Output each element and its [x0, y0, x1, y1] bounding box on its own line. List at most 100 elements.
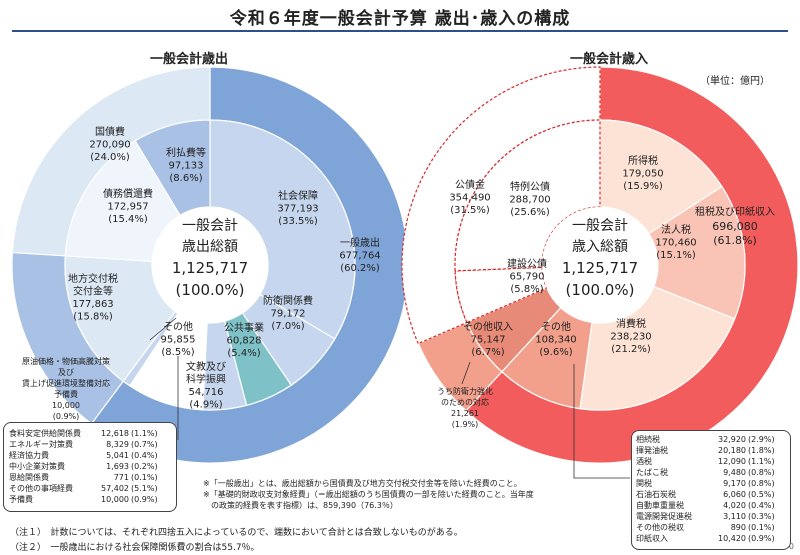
- small-note: ※「一般歳出」とは、歳出総額から国債費及び地方交付税交付金等を除いた経費のこと。: [203, 479, 522, 488]
- revenue-breakdown-value: 32,920: [718, 435, 746, 444]
- expenditure-label-public-works: 公共事業 60,828 (5.4%): [224, 321, 264, 359]
- note-line: 及び: [58, 368, 74, 377]
- revenue-breakdown-name: 電源開発促進税: [636, 512, 692, 521]
- note-line: のための対応: [441, 398, 489, 407]
- small-note: ※「基礎的財政収支対象経費」（＝歳出総額のうち国債費の一部を除いた経費のこと。当…: [203, 490, 534, 499]
- expenditure-breakdown-value: 12,618: [101, 429, 129, 438]
- revenue-center-pct: (100.0%): [566, 281, 635, 299]
- revenue-label-misc-income: その他収入 75,147 (6.7%): [463, 320, 513, 358]
- revenue-breakdown-pct: (0.5%): [748, 490, 775, 499]
- expenditure-breakdown-value: 8,329: [106, 440, 129, 449]
- reserve-note: 原油価格・物価高騰対策 及び賃上げ促進環境整備対応 予備費 10,000 (0.9%): [6, 356, 126, 422]
- expenditure-breakdown-value: 771: [113, 473, 129, 482]
- revenue-breakdown-pct: (0.9%): [748, 534, 775, 543]
- revenue-breakdown-pct: (1.8%): [748, 446, 775, 455]
- expenditure-breakdown-pct: (0.9%): [131, 495, 158, 504]
- expenditure-breakdown-name: 中小企業対策費: [9, 462, 65, 471]
- note-line: 10,000: [52, 401, 80, 410]
- title-rule: [12, 30, 788, 32]
- revenue-center-line1: 一般会計: [572, 218, 628, 234]
- revenue-label-bonds: 公債金 354,490 (31.5%): [449, 178, 490, 216]
- expenditure-breakdown-name: エネルギー対策費: [9, 440, 73, 449]
- revenue-inner-slice-7: [454, 119, 601, 272]
- expenditure-breakdown-pct: (5.1%): [131, 484, 158, 493]
- revenue-breakdown-pct: (0.8%): [748, 479, 775, 488]
- revenue-breakdown-row: その他の税収 890 (0.1%): [636, 522, 786, 533]
- expenditure-breakdown-value: 57,402: [101, 484, 129, 493]
- expenditure-breakdown-row: 食料安定供給関係費 12,618 (1.1%): [9, 428, 172, 439]
- revenue-breakdown-row: 揮発油税 20,180 (1.8%): [636, 445, 786, 456]
- footnote-1: （注１） 計数については、それぞれ四捨五入によっているので、端数において合計とは…: [10, 528, 463, 538]
- revenue-breakdown-value: 890: [730, 523, 746, 532]
- expenditure-label-debt: 国債費 270,090 (24.0%): [89, 125, 130, 163]
- expenditure-title: 一般会計歳出: [150, 52, 229, 67]
- note-line: 賃上げ促進環境整備対応: [22, 379, 110, 388]
- expenditure-breakdown-pct: (0.4%): [131, 451, 158, 460]
- expenditure-breakdown-value: 1,693: [106, 462, 129, 471]
- revenue-label-tax-title: 租税及び印紙収入: [695, 205, 775, 218]
- revenue-breakdown-pct: (0.1%): [748, 523, 775, 532]
- note-line: (1.9%): [451, 420, 479, 429]
- revenue-breakdown-row: 自動車重量税 4,020 (0.4%): [636, 500, 786, 511]
- expenditure-label-local-tax: 地方交付税交付金等 177,863 (15.8%): [68, 272, 118, 323]
- note-line: 予備費: [54, 390, 78, 399]
- revenue-breakdown-value: 6,060: [723, 490, 746, 499]
- revenue-breakdown-name: 石油石炭税: [636, 490, 676, 499]
- expenditure-breakdown-box: 食料安定供給関係費 12,618 (1.1%) エネルギー対策費 8,329 (0.7%)…: [3, 422, 177, 512]
- expenditure-breakdown-pct: (0.2%): [131, 462, 158, 471]
- revenue-defense-leader: [461, 361, 471, 385]
- revenue-breakdown-value: 9,480: [723, 468, 746, 477]
- expenditure-breakdown-name: 経済協力費: [9, 451, 49, 460]
- expenditure-breakdown-name: その他の事項経費: [9, 484, 73, 493]
- page-title: 令和６年度一般会計予算 歳出･歳入の構成: [229, 9, 571, 29]
- note-line: 原油価格・物価高騰対策: [22, 357, 110, 366]
- expenditure-label-other: その他 95,855 (8.5%): [161, 320, 196, 358]
- expenditure-center-line1: 一般会計: [182, 218, 238, 234]
- unit-label: （単位：億円）: [700, 76, 770, 87]
- revenue-label-tax: 696,080 (61.8%): [712, 220, 758, 247]
- revenue-breakdown-value: 3,110: [723, 512, 746, 521]
- expenditure-label-social: 社会保障 377,193 (33.5%): [277, 189, 318, 227]
- expenditure-label-redemption: 債務償還費 172,957 (15.4%): [103, 187, 153, 225]
- expenditure-reserve-leader: [149, 317, 177, 341]
- revenue-breakdown-pct: (0.3%): [748, 512, 775, 521]
- expenditure-center-value: 1,125,717: [172, 259, 248, 277]
- revenue-breakdown-value: 20,180: [718, 446, 746, 455]
- defense-note: うち防衛力強化 のための対応 21,261 (1.9%): [424, 386, 506, 430]
- expenditure-label-general: 一般歳出 677,764 (60.2%): [339, 236, 380, 274]
- note-line: 21,261: [451, 409, 479, 418]
- footnote-2: （注２） 一般歳出における社会保障関係費の割合は55.7％。: [10, 543, 260, 553]
- expenditure-breakdown-row: 経済協力費 5,041 (0.4%): [9, 450, 172, 461]
- revenue-breakdown-name: 関税: [636, 479, 652, 488]
- revenue-breakdown-value: 10,420: [718, 534, 746, 543]
- expenditure-center-line2: 歳出総額: [182, 239, 238, 255]
- expenditure-breakdown-value: 10,000: [101, 495, 129, 504]
- expenditure-center: [152, 207, 268, 323]
- revenue-breakdown-pct: (1.1%): [748, 457, 775, 466]
- page-number: 0: [788, 542, 794, 551]
- revenue-label-corporate-tax: 法人税 170,460 (15.1%): [655, 223, 696, 261]
- revenue-breakdown-pct: (0.4%): [748, 501, 775, 510]
- expenditure-breakdown-pct: (0.7%): [131, 440, 158, 449]
- expenditure-breakdown-row: 予備費 10,000 (0.9%): [9, 494, 172, 505]
- revenue-breakdown-name: その他の税収: [636, 523, 684, 532]
- expenditure-breakdown-name: 恩給関係費: [9, 473, 49, 482]
- revenue-breakdown-box: 相続税 32,920 (2.9%) 揮発油税 20,180 (1.8%) 酒税 12,090(…: [631, 430, 791, 550]
- revenue-label-deficit-bonds: 特例公債 288,700 (25.6%): [509, 180, 550, 218]
- note-line: (0.9%): [52, 412, 80, 421]
- revenue-breakdown-row: 印紙収入 10,420 (0.9%): [636, 533, 786, 544]
- expenditure-center-pct: (100.0%): [176, 281, 245, 299]
- revenue-breakdown-name: 相続税: [636, 435, 660, 444]
- expenditure-label-interest: 利払費等 97,133 (8.6%): [166, 146, 206, 184]
- note-line: うち防衛力強化: [437, 387, 493, 396]
- expenditure-breakdown-row: 中小企業対策費 1,693 (0.2%): [9, 461, 172, 472]
- revenue-breakdown-name: たばこ税: [636, 468, 668, 477]
- revenue-breakdown-value: 12,090: [718, 457, 746, 466]
- revenue-center: [542, 207, 658, 323]
- expenditure-breakdown-row: エネルギー対策費 8,329 (0.7%): [9, 439, 172, 450]
- small-note: の政策的経費を表す指標）は、859,390（76.3％）: [203, 501, 398, 510]
- expenditure-breakdown-value: 5,041: [106, 451, 129, 460]
- revenue-breakdown-row: 石油石炭税 6,060 (0.5%): [636, 489, 786, 500]
- revenue-breakdown-row: 関税 9,170 (0.8%): [636, 478, 786, 489]
